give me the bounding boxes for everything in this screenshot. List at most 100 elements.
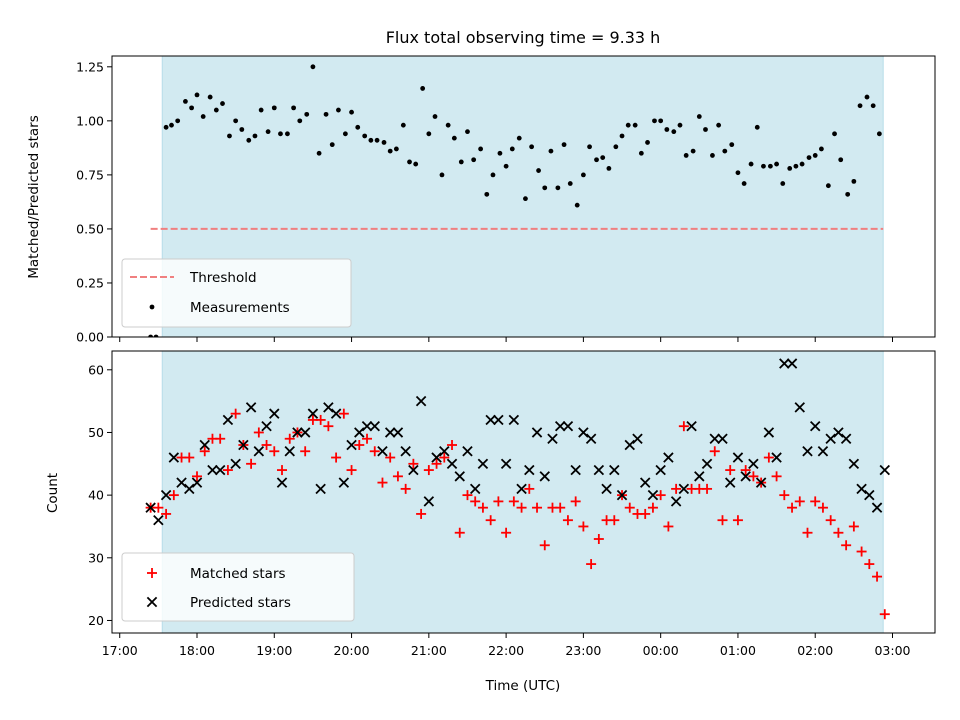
- measurement-point: [310, 64, 316, 70]
- measurement-point: [316, 150, 322, 156]
- matched-star-point: [570, 496, 581, 507]
- measurement-point: [561, 142, 567, 148]
- measurement-point: [265, 129, 271, 135]
- predicted-star-point: [701, 458, 713, 470]
- legend-predicted-swatch: [146, 596, 158, 608]
- predicted-star-point: [330, 408, 342, 419]
- x-tick-label: 21:00: [411, 643, 447, 658]
- matched-star-point: [153, 502, 164, 513]
- matched-star-point: [423, 465, 434, 476]
- predicted-star-point: [755, 477, 767, 488]
- predicted-star-point: [176, 477, 187, 488]
- matched-star-point: [277, 465, 288, 476]
- matched-star-point: [501, 527, 512, 538]
- measurement-point: [748, 161, 754, 167]
- matched-star-point: [802, 527, 813, 538]
- matched-star-point: [562, 515, 573, 526]
- matched-star-point: [787, 502, 798, 513]
- predicted-star-point: [724, 477, 736, 488]
- predicted-star-point: [500, 458, 512, 470]
- matched-star-point: [702, 483, 713, 494]
- measurement-point: [671, 129, 677, 135]
- measurement-point: [838, 157, 844, 163]
- x-tick-label: 00:00: [643, 643, 679, 658]
- predicted-star-point: [817, 446, 829, 457]
- predicted-star-point: [825, 433, 836, 444]
- x-tick-label: 17:00: [102, 643, 138, 658]
- x-tick-label: 20:00: [334, 643, 370, 658]
- measurement-point: [200, 114, 206, 119]
- x-tick-label: 22:00: [488, 643, 524, 658]
- matched-star-point: [640, 508, 651, 519]
- matched-star-point: [246, 458, 257, 469]
- measurement-point: [336, 107, 341, 113]
- x-tick-label: 18:00: [179, 643, 215, 658]
- measurement-point: [729, 142, 735, 148]
- measurement-point: [825, 183, 831, 189]
- measurement-point: [857, 103, 863, 109]
- matched-star-point: [199, 446, 210, 457]
- measurement-point: [252, 133, 258, 139]
- matched-star-point: [470, 496, 481, 507]
- measurement-point: [754, 124, 760, 130]
- predicted-star-point: [848, 458, 860, 470]
- predicted-star-point: [469, 483, 481, 495]
- predicted-star-point: [415, 395, 427, 407]
- measurement-point: [413, 161, 419, 167]
- measurement-point: [716, 122, 722, 128]
- ratio-axes: 0.00 0.25 0.50 0.75 1.00 1.25 Matched/Predict…: [26, 55, 936, 345]
- matched-star-point: [740, 465, 751, 476]
- measurement-point: [387, 148, 393, 154]
- measurement-point: [194, 92, 200, 98]
- predicted-star-point: [315, 483, 326, 495]
- measurement-point: [285, 131, 290, 137]
- matched-star-point: [647, 502, 658, 513]
- legend-matched-label: Matched stars: [190, 566, 286, 582]
- predicted-star-point: [786, 358, 798, 369]
- measurement-point: [490, 172, 496, 178]
- measurement-point: [227, 133, 232, 139]
- predicted-star-point: [361, 420, 373, 432]
- measurement-point: [864, 94, 870, 100]
- matched-star-point: [539, 540, 550, 551]
- predicted-star-point: [647, 489, 659, 501]
- predicted-star-point: [601, 483, 612, 495]
- predicted-star-point: [871, 502, 883, 513]
- measurement-point: [735, 170, 741, 176]
- predicted-star-point: [439, 446, 450, 457]
- measurement-point: [523, 196, 528, 202]
- predicted-star-point: [670, 496, 682, 507]
- measurement-point: [696, 114, 702, 119]
- measurement-point: [819, 146, 824, 152]
- count-axes: 20 30 40 50 60 17:00 18:00 19:00 20:00 21:00 22:00…: [45, 350, 936, 694]
- predicted-star-point: [694, 471, 705, 482]
- legend-box: [121, 552, 355, 622]
- matched-star-point: [725, 465, 736, 476]
- measurement-point: [845, 191, 851, 197]
- measurement-point: [278, 131, 283, 137]
- x-tick-label: 01:00: [720, 643, 756, 658]
- matched-star-point: [261, 440, 272, 450]
- measurement-point: [207, 94, 213, 100]
- matched-star-point: [678, 421, 689, 432]
- measurement-point: [587, 144, 592, 150]
- matched-star-point: [346, 465, 357, 476]
- measurement-point: [291, 105, 297, 111]
- matched-star-point: [779, 490, 790, 501]
- measurement-point: [774, 161, 779, 167]
- measurement-point: [439, 172, 445, 178]
- measurement-point: [407, 159, 412, 165]
- measurement-point: [323, 111, 329, 117]
- measurement-point: [381, 140, 387, 145]
- measurement-point: [271, 105, 277, 111]
- predicted-star-point: [578, 427, 589, 438]
- measurement-point: [420, 86, 426, 91]
- predicted-star-point: [238, 439, 249, 451]
- predicted-star-point: [384, 427, 396, 438]
- measurement-point: [851, 178, 857, 184]
- measurement-point: [239, 127, 245, 132]
- predicted-star-point: [245, 402, 257, 413]
- measurement-point: [400, 122, 406, 128]
- predicted-star-point: [276, 477, 288, 488]
- measurement-point: [542, 185, 548, 191]
